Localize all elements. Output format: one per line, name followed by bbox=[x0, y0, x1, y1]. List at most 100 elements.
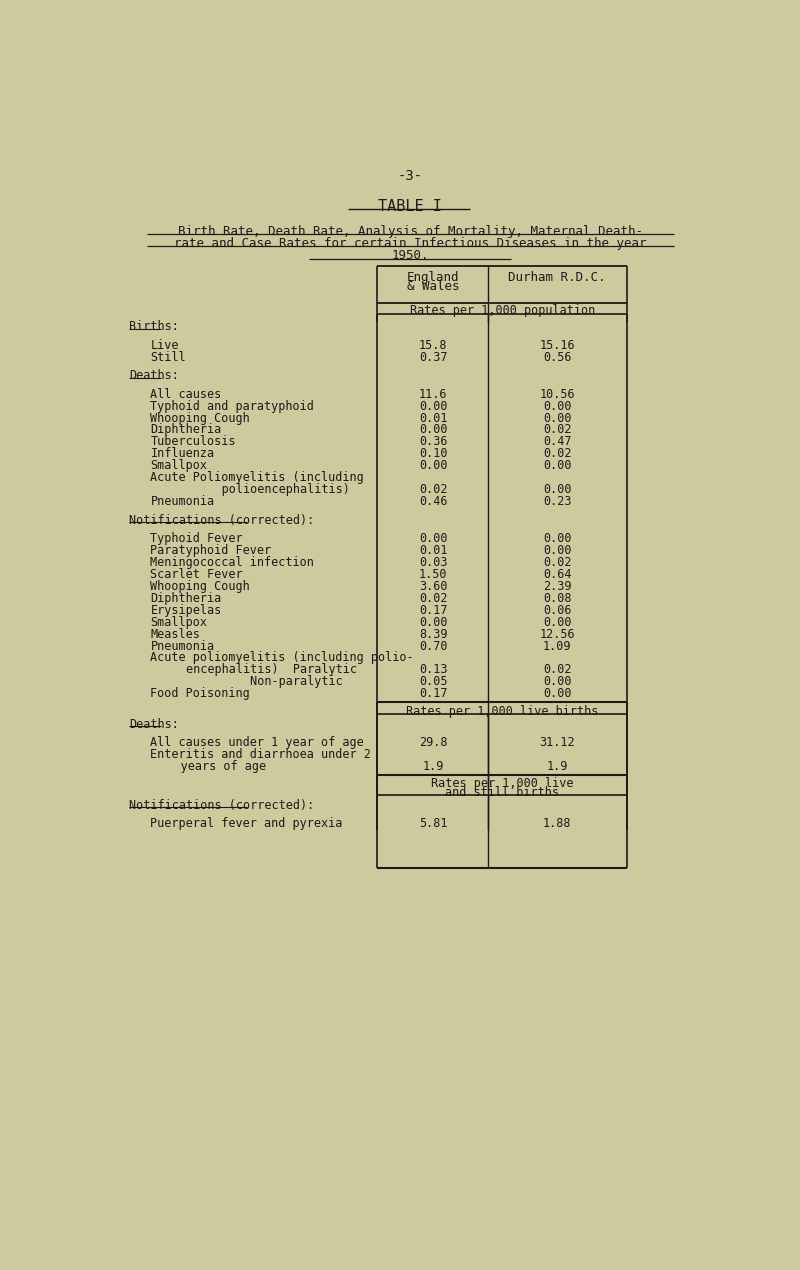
Text: 0.00: 0.00 bbox=[419, 616, 447, 629]
Text: 1.9: 1.9 bbox=[546, 759, 568, 773]
Text: 0.00: 0.00 bbox=[419, 460, 447, 472]
Text: 0.06: 0.06 bbox=[543, 603, 571, 617]
Text: 0.56: 0.56 bbox=[543, 351, 571, 363]
Text: Smallpox: Smallpox bbox=[150, 460, 207, 472]
Text: Smallpox: Smallpox bbox=[150, 616, 207, 629]
Text: 0.00: 0.00 bbox=[419, 400, 447, 413]
Text: Erysipelas: Erysipelas bbox=[150, 603, 222, 617]
Text: Live: Live bbox=[150, 339, 179, 352]
Text: Birth Rate, Death Rate, Analysis of Mortality, Maternal Death-: Birth Rate, Death Rate, Analysis of Mort… bbox=[178, 225, 642, 237]
Text: Typhoid Fever: Typhoid Fever bbox=[150, 532, 243, 545]
Text: rate and Case Rates for certain Infectious Diseases in the year: rate and Case Rates for certain Infectio… bbox=[174, 237, 646, 250]
Text: 0.17: 0.17 bbox=[419, 603, 447, 617]
Text: 0.46: 0.46 bbox=[419, 495, 447, 508]
Text: 0.08: 0.08 bbox=[543, 592, 571, 605]
Text: Diphtheria: Diphtheria bbox=[150, 592, 222, 605]
Text: Influenza: Influenza bbox=[150, 447, 214, 460]
Text: 0.02: 0.02 bbox=[543, 423, 571, 437]
Text: Acute Poliomyelitis (including: Acute Poliomyelitis (including bbox=[150, 471, 364, 484]
Text: 0.02: 0.02 bbox=[543, 663, 571, 677]
Text: 0.00: 0.00 bbox=[543, 616, 571, 629]
Text: 2.39: 2.39 bbox=[543, 580, 571, 593]
Text: Acute poliomyelitis (including polio-: Acute poliomyelitis (including polio- bbox=[150, 652, 414, 664]
Text: 31.12: 31.12 bbox=[539, 737, 575, 749]
Text: Rates per 1,000 population: Rates per 1,000 population bbox=[410, 304, 595, 318]
Text: 0.23: 0.23 bbox=[543, 495, 571, 508]
Text: Puerperal fever and pyrexia: Puerperal fever and pyrexia bbox=[150, 818, 342, 831]
Text: 0.01: 0.01 bbox=[419, 411, 447, 424]
Text: polioencephalitis): polioencephalitis) bbox=[130, 483, 350, 497]
Text: 1.50: 1.50 bbox=[419, 568, 447, 580]
Text: encephalitis)  Paralytic: encephalitis) Paralytic bbox=[130, 663, 358, 677]
Text: Births:: Births: bbox=[130, 320, 179, 333]
Text: 8.39: 8.39 bbox=[419, 627, 447, 640]
Text: Pneumonia: Pneumonia bbox=[150, 640, 214, 653]
Text: 0.36: 0.36 bbox=[419, 436, 447, 448]
Text: 1950.: 1950. bbox=[391, 249, 429, 263]
Text: 0.13: 0.13 bbox=[419, 663, 447, 677]
Text: 3.60: 3.60 bbox=[419, 580, 447, 593]
Text: 0.64: 0.64 bbox=[543, 568, 571, 580]
Text: Deaths:: Deaths: bbox=[130, 370, 179, 382]
Text: 0.03: 0.03 bbox=[419, 556, 447, 569]
Text: 0.00: 0.00 bbox=[543, 460, 571, 472]
Text: 0.02: 0.02 bbox=[419, 592, 447, 605]
Text: 0.10: 0.10 bbox=[419, 447, 447, 460]
Text: 29.8: 29.8 bbox=[419, 737, 447, 749]
Text: & Wales: & Wales bbox=[407, 281, 459, 293]
Text: Still: Still bbox=[150, 351, 186, 363]
Text: 0.00: 0.00 bbox=[543, 532, 571, 545]
Text: 0.00: 0.00 bbox=[543, 687, 571, 700]
Text: Meningococcal infection: Meningococcal infection bbox=[150, 556, 314, 569]
Text: 1.09: 1.09 bbox=[543, 640, 571, 653]
Text: 0.01: 0.01 bbox=[419, 544, 447, 558]
Text: 1.88: 1.88 bbox=[543, 818, 571, 831]
Text: 12.56: 12.56 bbox=[539, 627, 575, 640]
Text: Whooping Cough: Whooping Cough bbox=[150, 580, 250, 593]
Text: 0.47: 0.47 bbox=[543, 436, 571, 448]
Text: 15.16: 15.16 bbox=[539, 339, 575, 352]
Text: and still births: and still births bbox=[446, 786, 559, 799]
Text: All causes under 1 year of age: All causes under 1 year of age bbox=[150, 737, 364, 749]
Text: 0.37: 0.37 bbox=[419, 351, 447, 363]
Text: 0.00: 0.00 bbox=[419, 532, 447, 545]
Text: Measles: Measles bbox=[150, 627, 200, 640]
Text: 5.81: 5.81 bbox=[419, 818, 447, 831]
Text: Paratyphoid Fever: Paratyphoid Fever bbox=[150, 544, 271, 558]
Text: 11.6: 11.6 bbox=[419, 387, 447, 401]
Text: 10.56: 10.56 bbox=[539, 387, 575, 401]
Text: Rates per 1,000 live: Rates per 1,000 live bbox=[431, 777, 574, 790]
Text: 0.05: 0.05 bbox=[419, 676, 447, 688]
Text: 0.00: 0.00 bbox=[419, 423, 447, 437]
Text: Food Poisoning: Food Poisoning bbox=[150, 687, 250, 700]
Text: Whooping Cough: Whooping Cough bbox=[150, 411, 250, 424]
Text: 0.70: 0.70 bbox=[419, 640, 447, 653]
Text: 1.9: 1.9 bbox=[422, 759, 444, 773]
Text: Enteritis and diarrhoea under 2: Enteritis and diarrhoea under 2 bbox=[150, 748, 371, 761]
Text: 0.02: 0.02 bbox=[543, 556, 571, 569]
Text: Rates per 1,000 live births: Rates per 1,000 live births bbox=[406, 705, 598, 718]
Text: 0.00: 0.00 bbox=[543, 544, 571, 558]
Text: 0.17: 0.17 bbox=[419, 687, 447, 700]
Text: Tuberculosis: Tuberculosis bbox=[150, 436, 236, 448]
Text: Notifications (corrected):: Notifications (corrected): bbox=[130, 513, 314, 527]
Text: All causes: All causes bbox=[150, 387, 222, 401]
Text: Pneumonia: Pneumonia bbox=[150, 495, 214, 508]
Text: 0.00: 0.00 bbox=[543, 676, 571, 688]
Text: TABLE I: TABLE I bbox=[378, 198, 442, 213]
Text: 0.00: 0.00 bbox=[543, 400, 571, 413]
Text: 0.02: 0.02 bbox=[419, 483, 447, 497]
Text: 15.8: 15.8 bbox=[419, 339, 447, 352]
Text: -3-: -3- bbox=[398, 169, 422, 183]
Text: Non-paralytic: Non-paralytic bbox=[130, 676, 343, 688]
Text: Durham R.D.C.: Durham R.D.C. bbox=[509, 271, 606, 284]
Text: 0.00: 0.00 bbox=[543, 411, 571, 424]
Text: Typhoid and paratyphoid: Typhoid and paratyphoid bbox=[150, 400, 314, 413]
Text: 0.00: 0.00 bbox=[543, 483, 571, 497]
Text: Scarlet Fever: Scarlet Fever bbox=[150, 568, 243, 580]
Text: Diphtheria: Diphtheria bbox=[150, 423, 222, 437]
Text: 0.02: 0.02 bbox=[543, 447, 571, 460]
Text: England: England bbox=[407, 271, 459, 284]
Text: Notifications (corrected):: Notifications (corrected): bbox=[130, 799, 314, 812]
Text: Deaths:: Deaths: bbox=[130, 718, 179, 730]
